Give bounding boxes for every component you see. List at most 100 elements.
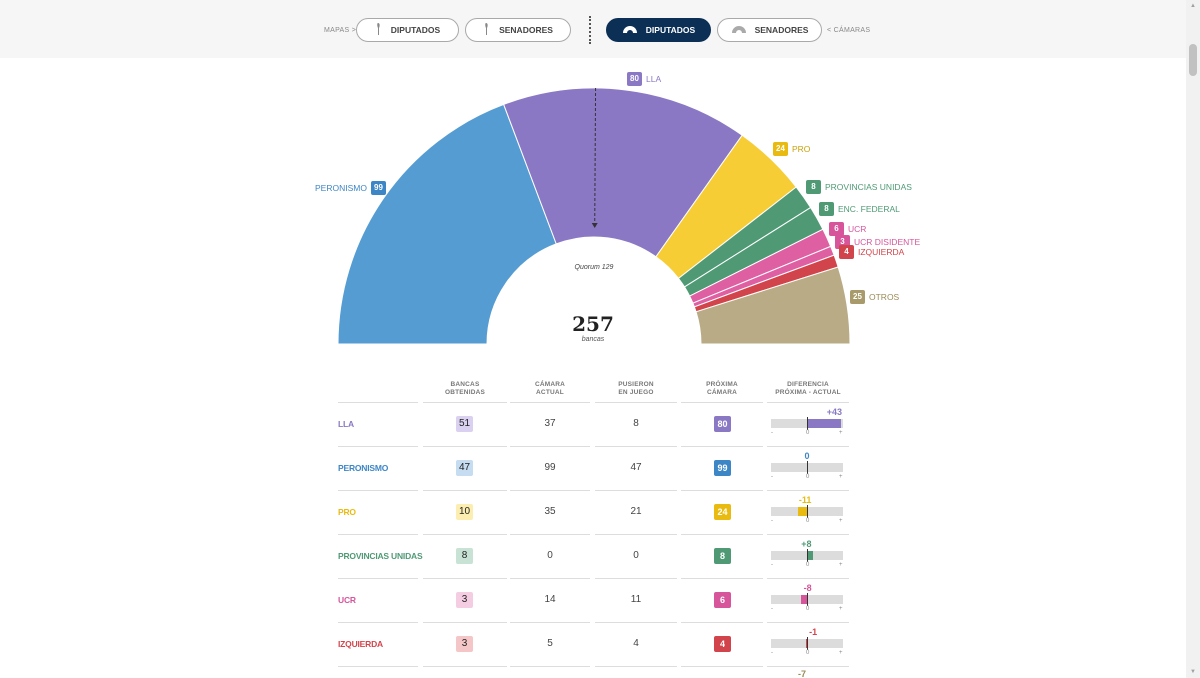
row-divider	[338, 490, 418, 491]
row-divider	[681, 446, 763, 447]
row-divider	[510, 534, 590, 535]
scrollbar-track[interactable]	[1186, 0, 1200, 678]
row-divider	[681, 490, 763, 491]
diff-value: -1	[809, 627, 818, 637]
scrollbar-thumb[interactable]	[1189, 44, 1197, 76]
pin-icon	[375, 22, 383, 38]
diff-scale-zero: 0	[806, 650, 810, 656]
seats-won: 10	[456, 504, 473, 520]
header-at-stake: PUSIERON EN JUEGO	[618, 381, 654, 396]
hemicycle-segment-otros	[695, 266, 851, 345]
party-label-badge: 4	[839, 245, 854, 259]
seats-at-stake: 11	[630, 594, 642, 605]
party-label-peronismo: PERONISMO 99	[315, 181, 386, 195]
party-label-badge: 6	[829, 222, 844, 236]
diff-scale-zero: 0	[806, 606, 810, 612]
party-label-name: LLA	[646, 74, 662, 84]
diff-scale-plus: +	[839, 518, 843, 524]
row-divider	[423, 446, 507, 447]
row-divider	[681, 578, 763, 579]
row-divider	[595, 402, 677, 403]
row-divider	[767, 578, 849, 579]
diff-scale-zero: 0	[806, 474, 810, 480]
scroll-up-arrow[interactable]: ▲	[1190, 3, 1196, 9]
row-divider	[338, 666, 418, 667]
party-label-badge: 25	[850, 290, 865, 304]
row-divider	[767, 402, 849, 403]
quorum-label: Quorum 129	[574, 264, 614, 271]
diff-scale-plus: +	[839, 650, 843, 656]
diff-scale: - 0 +	[771, 562, 851, 570]
map-diputados-button[interactable]: DIPUTADOS	[356, 18, 459, 42]
diff-scale-minus: -	[771, 650, 773, 656]
party-label-name: UCR	[848, 224, 867, 234]
map-senadores-label: SENADORES	[499, 25, 553, 35]
next-chamber-seats: 80	[714, 416, 731, 432]
hemicycle-segment-peronismo	[337, 103, 557, 345]
row-divider	[767, 666, 849, 667]
diff-scale-minus: -	[771, 430, 773, 436]
next-chamber-seats: 4	[714, 636, 731, 652]
party-label-ucr: 6 UCR	[829, 222, 866, 236]
diff-scale-plus: +	[839, 562, 843, 568]
total-seats-label: bancas	[581, 336, 605, 343]
seats-at-stake: 4	[633, 638, 639, 649]
row-divider	[510, 666, 590, 667]
diff-value: 0	[804, 451, 810, 461]
row-divider	[423, 578, 507, 579]
row-divider	[510, 578, 590, 579]
diff-scale: - 0 +	[771, 518, 851, 526]
next-chamber-seats: 24	[714, 504, 731, 520]
row-divider	[595, 534, 677, 535]
diff-scale-plus: +	[839, 430, 843, 436]
chamber-diputados-button[interactable]: DIPUTADOS	[606, 18, 711, 42]
current-seats: 5	[547, 638, 553, 649]
row-divider	[767, 490, 849, 491]
party-label-pro: 24 PRO	[773, 142, 810, 156]
diff-bar-fill	[798, 507, 807, 516]
diff-scale-plus: +	[839, 606, 843, 612]
row-divider	[510, 402, 590, 403]
diff-value: -11	[798, 495, 812, 505]
diff-scale-zero: 0	[806, 430, 810, 436]
party-name: PRO	[338, 507, 356, 517]
header-won: BANCAS OBTENIDAS	[444, 381, 486, 396]
seats-at-stake: 21	[630, 506, 642, 517]
row-divider	[681, 402, 763, 403]
row-divider	[595, 622, 677, 623]
diff-bar-fill	[807, 419, 842, 428]
row-divider	[595, 666, 677, 667]
current-seats: 0	[547, 550, 553, 561]
row-divider	[423, 490, 507, 491]
party-label-badge: 8	[819, 202, 834, 216]
diff-scale-minus: -	[771, 518, 773, 524]
header-current: CÁMARA ACTUAL	[534, 381, 566, 396]
scroll-down-arrow[interactable]: ▼	[1190, 669, 1196, 675]
map-senadores-button[interactable]: SENADORES	[465, 18, 571, 42]
diff-value: -7	[797, 669, 806, 678]
party-name: UCR	[338, 595, 356, 605]
diff-zero-line	[807, 461, 808, 474]
diff-scale-minus: -	[771, 606, 773, 612]
chamber-senadores-button[interactable]: SENADORES	[717, 18, 822, 42]
diff-value: +43	[826, 407, 843, 417]
party-label-badge: 99	[370, 181, 386, 195]
seats-won: 3	[456, 592, 473, 608]
row-divider	[595, 578, 677, 579]
diff-scale: - 0 +	[771, 474, 851, 482]
quorum-arrow-icon	[591, 223, 598, 229]
row-divider	[338, 446, 418, 447]
diff-scale-minus: -	[771, 562, 773, 568]
diff-scale-plus: +	[839, 474, 843, 480]
party-label-badge: 24	[773, 142, 788, 156]
header-diff: DIFERENCIA PRÓXIMA - ACTUAL	[775, 381, 841, 396]
diff-zero-line	[807, 593, 808, 606]
maps-label: MAPAS >	[324, 27, 357, 34]
row-divider	[510, 622, 590, 623]
row-divider	[338, 534, 418, 535]
seats-won: 3	[456, 636, 473, 652]
seats-at-stake: 0	[633, 550, 639, 561]
row-divider	[681, 534, 763, 535]
row-divider	[767, 622, 849, 623]
party-label-name: ENC. FEDERAL	[838, 204, 900, 214]
